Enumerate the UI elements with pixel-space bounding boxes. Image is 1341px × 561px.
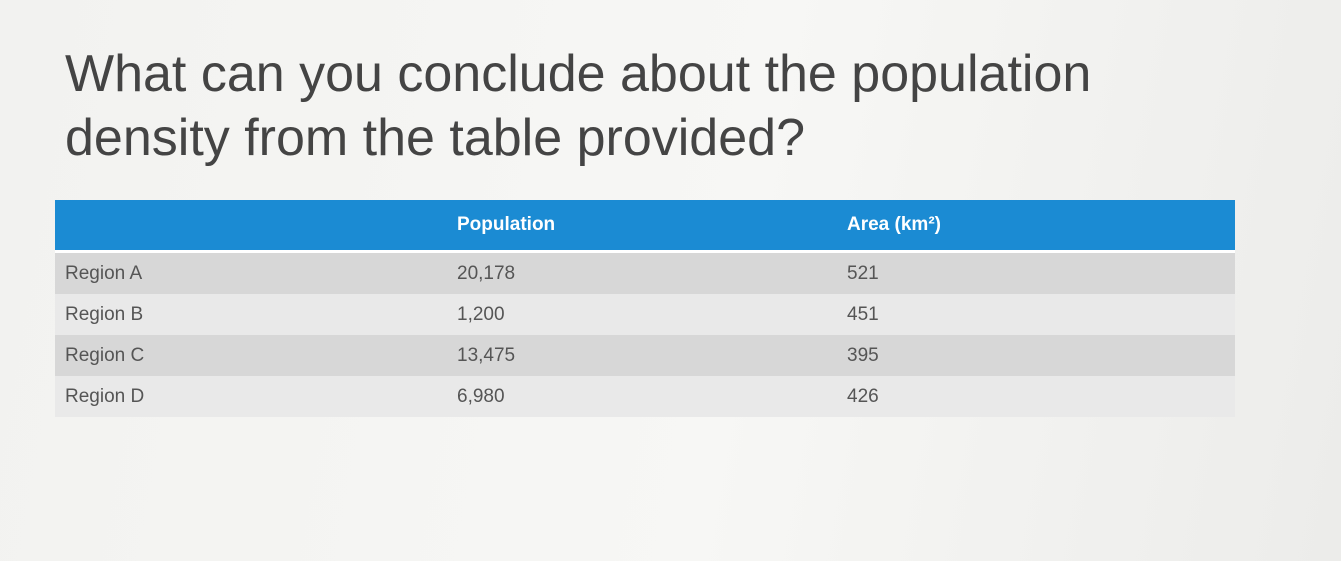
table-row: Region B 1,200 451 xyxy=(55,294,1235,335)
header-cell xyxy=(55,200,447,253)
table-row: Region D 6,980 426 xyxy=(55,376,1235,417)
table-cell: 451 xyxy=(837,294,1235,335)
header-cell: Area (km²) xyxy=(837,200,1235,253)
table-cell: Region D xyxy=(55,376,447,417)
table-cell: Region A xyxy=(55,251,447,294)
table-cell: 426 xyxy=(837,376,1235,417)
table-cell: Region B xyxy=(55,294,447,335)
table-cell: 20,178 xyxy=(447,251,837,294)
table-cell: 521 xyxy=(837,251,1235,294)
data-table: Population Area (km²) Region A 20,178 521 Re… xyxy=(55,200,1235,417)
table-cell: 395 xyxy=(837,335,1235,376)
table-cell: 13,475 xyxy=(447,335,837,376)
header-row: Population Area (km²) xyxy=(55,200,1235,253)
table-cell: Region C xyxy=(55,335,447,376)
table-cell: 1,200 xyxy=(447,294,837,335)
table-cell: 6,980 xyxy=(447,376,837,417)
header-cell: Population xyxy=(447,200,837,253)
slide-title: What can you conclude about the populati… xyxy=(65,45,1092,167)
table-row: Region A 20,178 521 xyxy=(55,251,1235,294)
table-row: Region C 13,475 395 xyxy=(55,335,1235,376)
